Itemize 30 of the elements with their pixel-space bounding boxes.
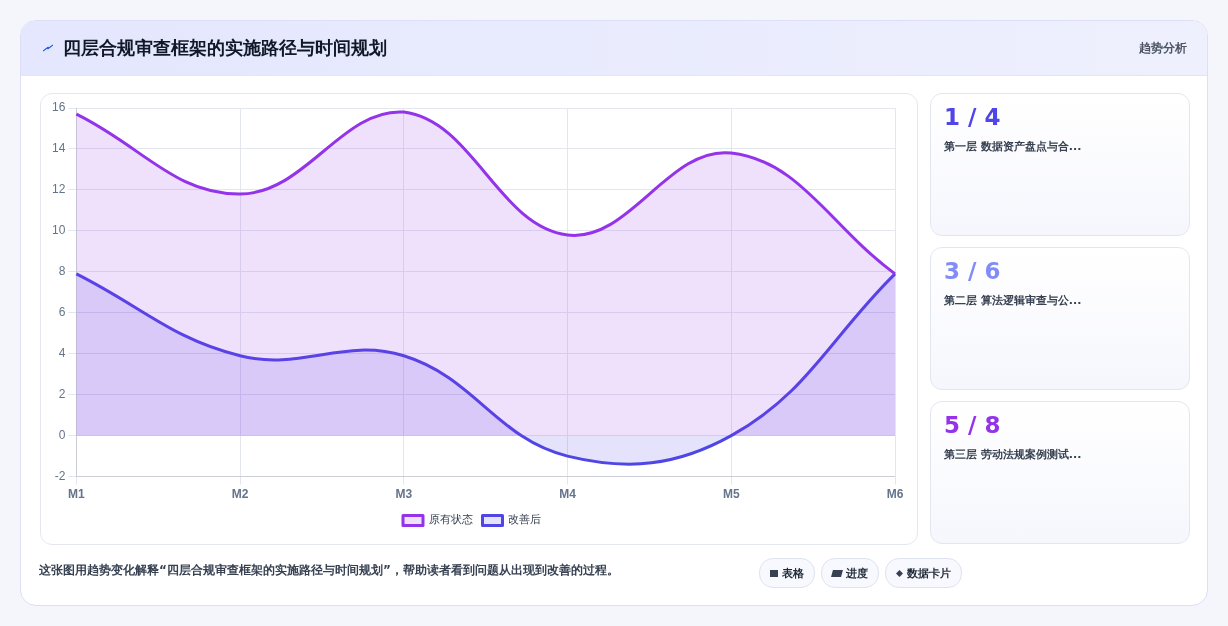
text: 数据卡片 <box>907 565 951 581</box>
x-tick-label: M6 <box>886 487 904 502</box>
text: 第一层 数据资产盘点与合... <box>944 139 1082 154</box>
y-tick-label: -2 <box>54 468 66 483</box>
chart-title: 四层合规审查框架的实施路径与时间规划 <box>63 36 387 60</box>
x-tick-label: M2 <box>231 487 249 502</box>
text: 1 / 4 <box>944 104 1001 130</box>
y-tick-label: 0 <box>58 427 66 442</box>
y-tick-label: 10 <box>51 223 66 238</box>
y-tick-label: 12 <box>51 182 66 197</box>
x-tick-label: M4 <box>559 487 577 502</box>
text: 趋势分析 <box>1139 40 1187 57</box>
y-tick-label: 6 <box>58 305 66 320</box>
y-tick-label: 14 <box>51 141 66 156</box>
legend-label: 原有状态 <box>428 513 473 527</box>
y-tick-label: 2 <box>58 387 66 401</box>
legend-label: 改善后 <box>508 513 541 527</box>
text: 5 / 8 <box>944 412 1001 438</box>
text: 进度 <box>846 565 868 581</box>
x-tick-label: M3 <box>395 487 413 502</box>
x-tick-label: M5 <box>722 487 740 502</box>
text: 3 / 6 <box>944 258 1001 284</box>
y-tick-label: 8 <box>58 264 66 279</box>
y-tick-label: 16 <box>51 100 66 115</box>
text: 第二层 算法逻辑审查与公... <box>944 293 1082 308</box>
x-tick-label: M1 <box>68 487 86 502</box>
text: 这张图用趋势变化解释“四层合规审查框架的实施路径与时间规划”，帮助读者看到问题从出现到改善的过程。 <box>39 562 619 579</box>
text: 第三层 劳动法规案例测试... <box>944 447 1082 462</box>
y-tick-label: 4 <box>58 346 66 361</box>
text: 表格 <box>782 565 804 581</box>
